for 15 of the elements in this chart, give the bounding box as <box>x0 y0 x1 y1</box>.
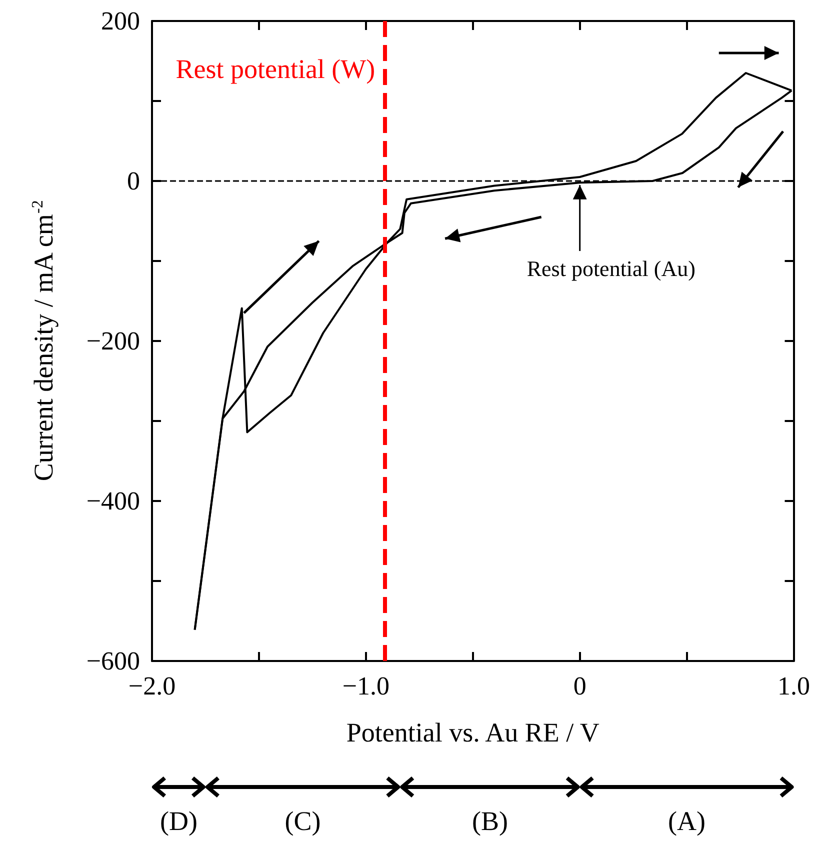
y-tick-label: 0 <box>127 166 140 196</box>
annotation: Rest potential (Au) <box>526 256 696 281</box>
y-tick-label: −200 <box>86 326 140 356</box>
y-tick-label: −400 <box>86 486 140 516</box>
y-axis-title: Current density / mA cm-2 <box>28 200 58 482</box>
x-tick-label: −1.0 <box>342 672 390 700</box>
text: (C) <box>284 806 321 836</box>
x-tick-label: 1.0 <box>778 672 810 700</box>
x-tick-label: 0 <box>573 672 586 700</box>
x-axis-title: Potential vs. Au RE / V <box>346 718 600 748</box>
y-tick-label: 200 <box>101 6 140 36</box>
text: (B) <box>472 806 508 836</box>
ref-line-label: Rest potential (W) <box>176 54 376 84</box>
text: (D) <box>160 806 198 836</box>
text: (A) <box>668 806 706 836</box>
